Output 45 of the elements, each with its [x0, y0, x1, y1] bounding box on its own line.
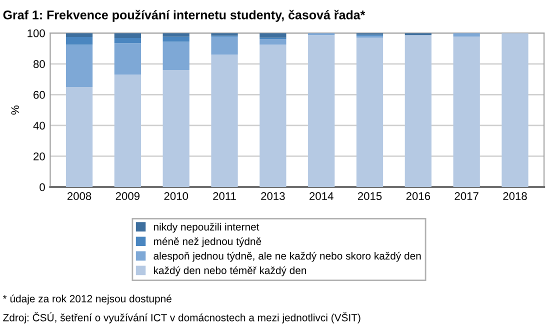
bar [211, 36, 238, 55]
x-tick-label: 2017 [454, 192, 478, 200]
legend-label: každý den nebo téměř každý den [154, 266, 306, 276]
text: * údaje za rok 2012 nejsou dostupné [2, 294, 172, 304]
x-tick-label: 2013 [261, 192, 285, 200]
bar [162, 42, 190, 70]
legend-label: méně než jednou týdně [154, 237, 262, 248]
bar [66, 33, 93, 37]
y-tick-label: 40 [33, 122, 45, 130]
bar [162, 33, 190, 37]
bar [453, 36, 480, 188]
y-tick-label: 80 [33, 60, 45, 68]
bar [114, 43, 141, 75]
legend-label: alespoň jednou týdně, ale ne každý nebo skoro každý den [154, 252, 421, 262]
bar [211, 54, 238, 188]
y-tick-label: 60 [34, 90, 45, 99]
bar [114, 38, 141, 44]
x-tick-label: 2009 [116, 192, 140, 200]
x-tick-label: 2008 [67, 192, 92, 200]
bar [162, 70, 190, 188]
x-tick-label: 2018 [503, 192, 527, 200]
y-axis-title: % [11, 106, 20, 115]
bar [356, 38, 384, 188]
y-tick-label: 100 [28, 29, 45, 38]
bar [162, 36, 190, 42]
bar [260, 44, 286, 188]
bar [66, 44, 93, 87]
chart-title: Graf 1: Frekvence používání internetu studenty, časová řada* [3, 10, 366, 22]
x-tick-label: 2016 [406, 192, 430, 200]
bar [260, 39, 286, 45]
x-tick-label: 2014 [310, 192, 334, 200]
x-tick-label: 2011 [213, 192, 236, 200]
y-tick-label: 0 [40, 183, 45, 192]
y-tick-label: 20 [34, 152, 45, 160]
bar [404, 35, 432, 188]
bar [114, 33, 141, 38]
bar [502, 33, 528, 188]
text: Zdroj: ČSÚ, šetření o využívání ICT v domácnostech a mezi jednotlivci (VŠIT) [3, 312, 360, 324]
bar [66, 86, 93, 188]
x-tick-label: 2010 [164, 192, 188, 200]
bar [66, 36, 93, 45]
bar [308, 35, 335, 188]
x-tick-label: 2015 [358, 192, 382, 200]
bar [114, 74, 141, 188]
legend-label: nikdy nepoužili internet [154, 222, 260, 233]
